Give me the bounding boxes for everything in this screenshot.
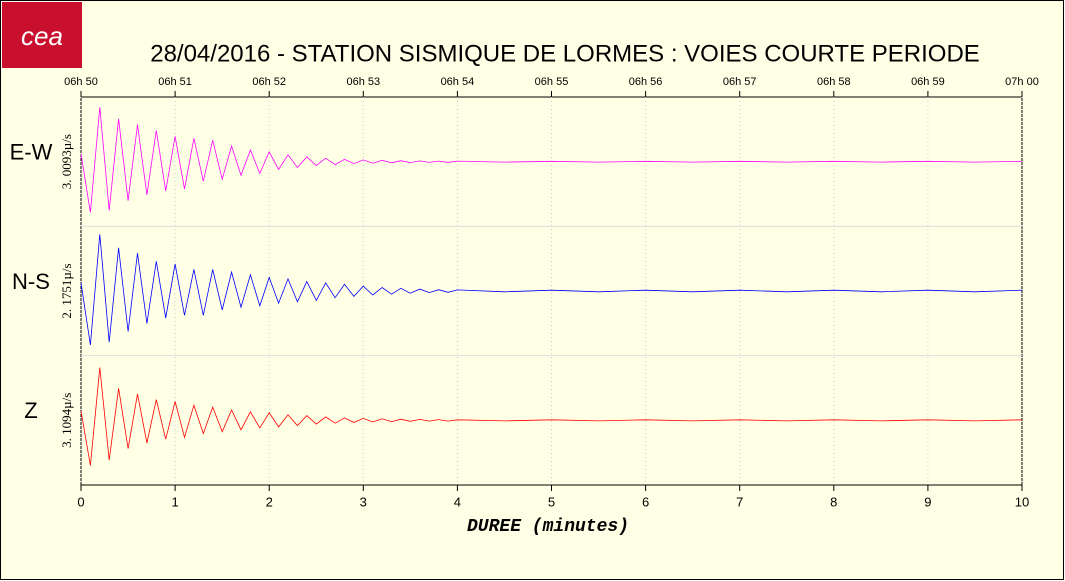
top-tick-label: 06h 54: [441, 76, 475, 88]
top-tick-label: 06h 56: [629, 76, 663, 88]
x-tick-label: 7: [736, 494, 743, 509]
x-tick-label: 5: [548, 494, 555, 509]
top-tick-label: 06h 58: [817, 76, 851, 88]
scale-label: 3. 1094µ/s: [59, 393, 74, 448]
x-tick-label: 10: [1015, 494, 1029, 509]
logo: cea: [21, 21, 63, 51]
x-tick-label: 8: [830, 494, 837, 509]
x-tick-label: 2: [266, 494, 273, 509]
top-tick-label: 06h 51: [158, 76, 192, 88]
x-tick-label: 6: [642, 494, 649, 509]
top-tick-label: 07h 00: [1005, 76, 1039, 88]
x-tick-label: 1: [171, 494, 178, 509]
x-tick-label: 4: [454, 494, 461, 509]
trace: [80, 107, 1023, 213]
chart-title: 28/04/2016 - STATION SISMIQUE DE LORMES …: [150, 40, 980, 67]
legend-label: E-W: [10, 139, 53, 164]
top-tick-label: 06h 53: [346, 76, 380, 88]
top-tick-label: 06h 59: [911, 76, 945, 88]
x-tick-label: 3: [360, 494, 367, 509]
legend-label: N-S: [12, 269, 50, 294]
trace: [80, 234, 1023, 345]
scale-label: 3. 0093µ/s: [59, 134, 74, 189]
x-tick-label: 0: [77, 494, 84, 509]
top-tick-label: 06h 52: [252, 76, 286, 88]
scale-label: 2. 1751µ/s: [59, 263, 74, 318]
top-tick-label: 06h 55: [535, 76, 569, 88]
legend-label: Z: [24, 398, 37, 423]
x-axis-label: DUREE (minutes): [467, 517, 629, 537]
top-tick-label: 06h 50: [64, 76, 98, 88]
x-tick-label: 9: [924, 494, 931, 509]
logo-box: [2, 2, 82, 68]
top-tick-label: 06h 57: [723, 76, 757, 88]
trace: [80, 367, 1023, 466]
